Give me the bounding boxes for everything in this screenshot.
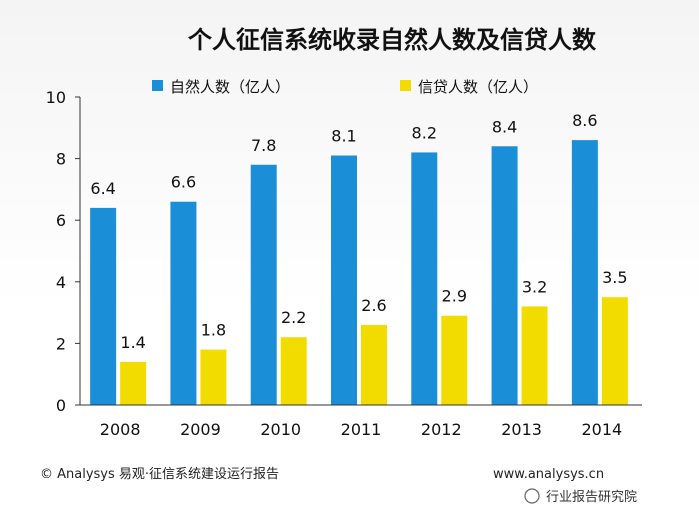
bar-natural-persons (571, 140, 598, 405)
bar-credit-persons (441, 315, 468, 405)
wechat-watermark: 行业报告研究院 (524, 488, 637, 505)
bar-natural-persons (411, 152, 438, 405)
wechat-icon (524, 488, 540, 504)
x-tick-label: 2010 (260, 420, 301, 439)
legend-label-credit: 信贷人数（亿人） (418, 78, 538, 96)
data-label-natural: 8.2 (412, 123, 437, 142)
x-tick-label: 2011 (341, 420, 382, 439)
x-tick-label: 2012 (421, 420, 462, 439)
data-label-credit: 2.2 (281, 308, 306, 327)
data-label-credit: 2.9 (442, 287, 467, 306)
bar-natural-persons (250, 164, 277, 405)
bar-credit-persons (280, 337, 307, 405)
bar-credit-persons (361, 324, 387, 405)
legend-swatch-credit (400, 80, 411, 91)
x-tick-label: 2013 (501, 420, 542, 439)
legend-swatch-natural (152, 80, 163, 91)
data-label-natural: 8.1 (331, 127, 356, 146)
bar-credit-persons (521, 306, 548, 405)
data-labels: 6.4 1.4 6.6 1.8 7.8 2.2 8.1 2.6 8.2 2.9 8.4 3.2 8.6 3… (90, 111, 627, 352)
x-tick-label: 2014 (581, 420, 622, 439)
data-label-credit: 2.6 (361, 296, 386, 315)
bars (90, 140, 628, 405)
bar-natural-persons (491, 146, 518, 405)
x-tick-label: 2009 (180, 420, 221, 439)
data-label-credit: 1.8 (201, 321, 226, 340)
data-label-natural: 7.8 (251, 136, 276, 155)
bar-credit-persons (601, 297, 628, 405)
x-tick-label: 2008 (100, 420, 141, 439)
y-axis: 0 2 4 6 8 10 (46, 88, 81, 415)
bar-natural-persons (170, 201, 197, 405)
data-label-credit: 1.4 (120, 333, 145, 352)
y-tick-label: 6 (56, 211, 66, 230)
x-axis: 2008 2009 2010 2011 2012 2013 2014 (80, 404, 642, 439)
y-tick-label: 8 (56, 150, 66, 169)
watermark-account: 行业报告研究院 (546, 490, 637, 505)
data-label-natural: 6.4 (90, 179, 115, 198)
y-tick-label: 0 (56, 396, 66, 415)
footer-source: © Analysys 易观·征信系统建设运行报告 (40, 467, 279, 482)
legend-label-natural: 自然人数（亿人） (170, 78, 290, 96)
data-label-natural: 8.6 (572, 111, 597, 130)
data-label-credit: 3.2 (522, 277, 547, 296)
data-label-natural: 8.4 (492, 117, 517, 136)
data-label-credit: 3.5 (602, 268, 627, 287)
bar-natural-persons (90, 207, 117, 405)
footer-url: www.analysys.cn (493, 467, 604, 482)
bar-natural-persons (331, 155, 357, 405)
y-tick-label: 10 (46, 88, 66, 107)
bar-credit-persons (120, 361, 147, 405)
chart-title: 个人征信系统收录自然人数及信贷人数 (188, 26, 597, 54)
legend: 自然人数（亿人） 信贷人数（亿人） (152, 78, 538, 96)
y-tick-label: 4 (56, 273, 66, 292)
y-tick-label: 2 (56, 334, 66, 353)
data-label-natural: 6.6 (171, 173, 196, 192)
bar-credit-persons (200, 349, 227, 405)
